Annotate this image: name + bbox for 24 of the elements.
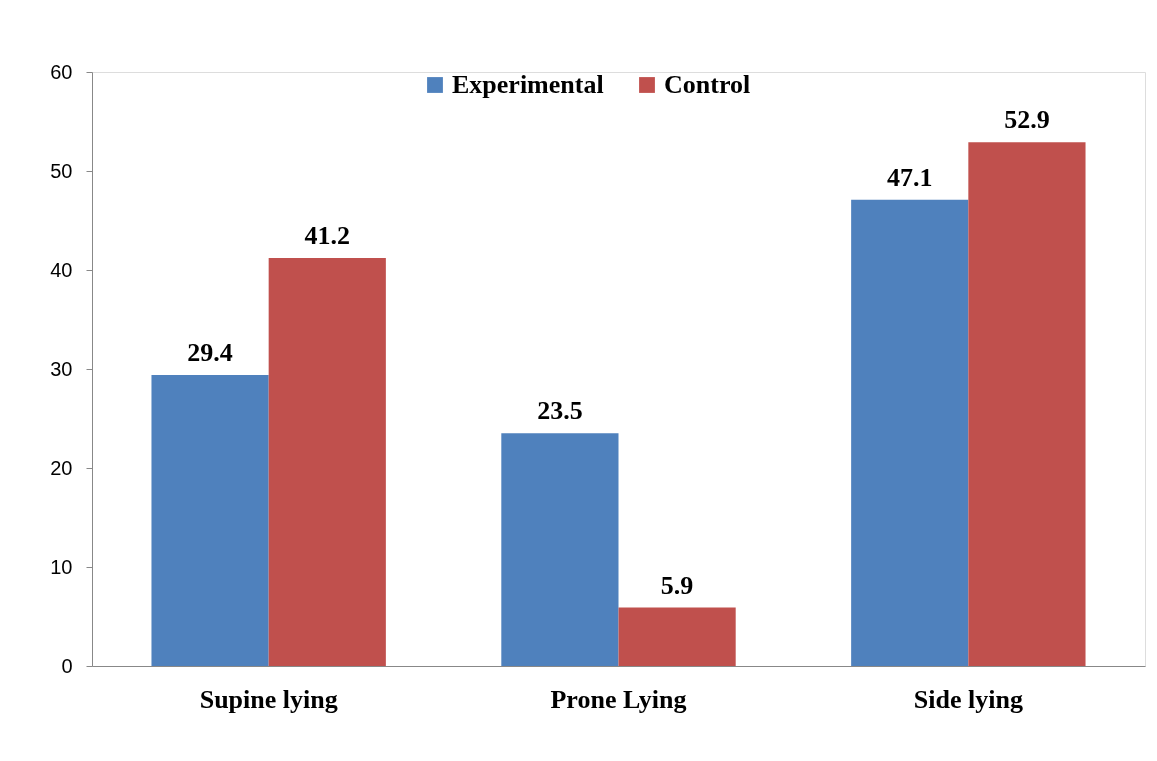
- x-tick-label: Prone Lying: [550, 684, 687, 714]
- legend-label: Control: [664, 70, 751, 99]
- y-tick-label: 60: [50, 60, 73, 83]
- y-tick-label: 20: [50, 456, 73, 479]
- bar: [851, 199, 969, 666]
- data-label: 52.9: [1004, 105, 1050, 135]
- bar: [501, 433, 619, 666]
- data-label: 5.9: [660, 570, 694, 600]
- y-tick-label: 50: [50, 159, 73, 182]
- x-tick-label: Supine lying: [199, 684, 338, 714]
- legend-label: Experimental: [452, 70, 604, 99]
- bar: [968, 142, 1086, 666]
- bar: [151, 374, 269, 666]
- data-label: 41.2: [304, 221, 351, 251]
- y-tick-label: 40: [50, 258, 73, 281]
- y-tick-label: 0: [61, 654, 73, 677]
- bar: [618, 607, 736, 666]
- data-label: 47.1: [886, 162, 933, 192]
- x-tick-label: Side lying: [913, 684, 1023, 714]
- bar: [268, 258, 386, 666]
- data-label: 23.5: [537, 396, 583, 426]
- data-label: 29.4: [187, 337, 233, 367]
- y-tick-label: 10: [50, 555, 73, 578]
- y-tick-label: 30: [50, 357, 73, 380]
